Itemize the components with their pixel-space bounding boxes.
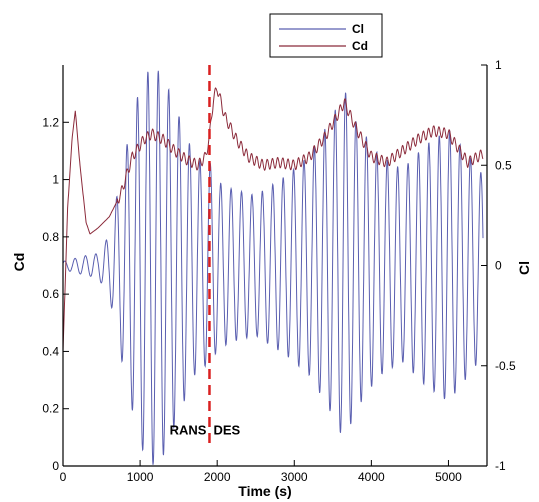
left-y-axis-title: Cd (11, 253, 27, 272)
x-tick-label: 2000 (204, 470, 231, 484)
series-layer (62, 70, 484, 465)
right-y-tick-label: -0.5 (495, 359, 516, 373)
right-y-axis-title: Cl (516, 261, 532, 275)
ticks-layer: 0 1000 2000 3000 4000 5000 0 0.2 0.4 0.6 0.8 1 1.2 -1… (42, 58, 516, 484)
left-y-tick-label: 0.2 (42, 402, 59, 416)
right-y-tick-label: 0 (495, 259, 502, 273)
legend-cd-label: Cd (352, 39, 368, 53)
right-y-tick-label: 1 (495, 58, 502, 72)
x-tick-label: 4000 (358, 470, 385, 484)
cd-series-line (62, 87, 484, 352)
right-y-tick-label: -1 (495, 459, 506, 473)
x-axis-title: Time (s) (238, 483, 291, 499)
legend-cl-label: Cl (352, 22, 364, 36)
legend-box (269, 13, 383, 58)
left-y-tick-label: 1 (52, 173, 59, 187)
des-annotation: DES (213, 422, 240, 437)
left-y-tick-label: 0.8 (42, 230, 59, 244)
x-tick-label: 1000 (127, 470, 154, 484)
right-y-tick-label: 0.5 (495, 158, 512, 172)
left-y-tick-label: 1.2 (42, 115, 59, 129)
cl-series-line (62, 70, 484, 465)
legend: Cl Cd (269, 13, 383, 58)
rans-annotation: RANS (170, 422, 207, 437)
x-tick-label: 0 (60, 470, 67, 484)
x-tick-label: 3000 (281, 470, 308, 484)
left-y-tick-label: 0 (52, 459, 59, 473)
left-y-tick-label: 0.4 (42, 344, 59, 358)
left-y-tick-label: 0.6 (42, 287, 59, 301)
x-tick-label: 5000 (435, 470, 462, 484)
